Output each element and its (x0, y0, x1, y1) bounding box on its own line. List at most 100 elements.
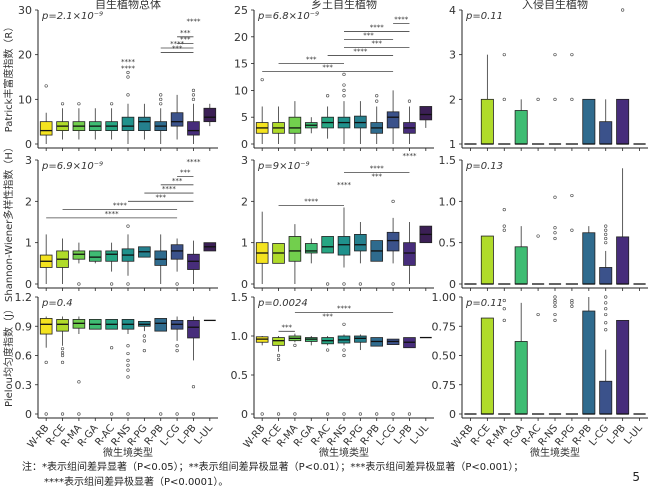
outlier-point (553, 231, 557, 235)
box-R-NS (121, 224, 135, 286)
outlier-point (553, 295, 557, 299)
box-body (187, 319, 200, 339)
box-R-AC (105, 319, 118, 416)
outlier-point (570, 298, 574, 303)
significance-label: *** (306, 56, 317, 64)
significance-label: *** (180, 36, 191, 44)
box-L-PB (616, 319, 630, 415)
outlier-point (536, 234, 540, 238)
box-body (288, 236, 302, 262)
box-R-GA (514, 99, 528, 145)
significance-bracket: *** (344, 40, 410, 48)
significance-label: **** (370, 164, 385, 172)
box-body (480, 235, 494, 285)
outlier-point (502, 97, 506, 101)
significance-bracket: *** (177, 169, 194, 177)
y-tick-label: 5 (241, 111, 248, 124)
panel-middle-right: 0 0.5 1.0 1.5 p=0.13 (439, 154, 648, 291)
box-R-PG (354, 222, 367, 286)
y-tick-label: 25 (234, 4, 248, 17)
box-R-GA (88, 250, 102, 264)
outlier-point (77, 380, 81, 384)
outlier-point (326, 412, 330, 416)
significance-label: *** (155, 193, 166, 201)
significance-bracket: **** (121, 65, 136, 73)
box-L-PB (616, 8, 630, 145)
outlier-point (570, 53, 574, 57)
significance-bracket: **** (186, 18, 201, 26)
y-tick-label: 0 (25, 278, 32, 291)
p-value-label: p=9×10⁻⁹ (257, 161, 309, 172)
significance-bracket: *** (371, 173, 382, 181)
significance-bracket: **** (62, 202, 178, 211)
outlier-point (60, 102, 65, 106)
box-R-CE (480, 235, 494, 285)
significance-label: **** (402, 152, 417, 160)
significance-label: **** (170, 40, 185, 48)
box-body (39, 121, 53, 136)
outlier-point (110, 412, 114, 416)
outlier-point (326, 348, 330, 352)
box-R-MA (498, 298, 511, 415)
outlier-point (358, 282, 362, 286)
significance-bracket: *** (344, 31, 394, 40)
x-axis-label: 微生境类型 (103, 446, 153, 459)
outlier-point (191, 88, 196, 92)
box-R-MA (72, 242, 86, 286)
x-tick-label: L-UL (409, 423, 432, 447)
box-W-RB (255, 78, 269, 144)
outlier-point (44, 412, 48, 416)
outlier-point (276, 412, 281, 416)
box-body (514, 110, 528, 145)
x-tick-label: L-CG (587, 423, 611, 448)
significance-label: **** (370, 23, 385, 31)
outlier-point (553, 97, 557, 101)
y-tick-label: 0 (25, 408, 32, 421)
outlier-point (276, 357, 281, 362)
box-R-NS (121, 319, 135, 416)
y-tick-label: 30 (18, 4, 32, 17)
box-L-UL (419, 225, 433, 244)
significance-label: **** (113, 202, 128, 210)
y-tick-label: 3 (241, 154, 248, 167)
y-axis-label: Patrick丰富度指数（R） (2, 22, 15, 133)
box-R-NS (121, 70, 135, 144)
box-body (288, 116, 302, 134)
box-R-CE (272, 243, 285, 264)
significance-label: *** (172, 44, 183, 52)
box-body (105, 250, 118, 262)
outlier-point (60, 347, 65, 351)
y-tick-label: 3 (449, 49, 456, 62)
significance-label: *** (172, 177, 183, 185)
box-L-PB (187, 240, 200, 284)
y-tick-label: 4 (449, 4, 456, 17)
box-body (582, 232, 596, 285)
outlier-point (142, 339, 146, 343)
significance-bracket: **** (160, 40, 194, 49)
outlier-point (77, 282, 81, 286)
box-W-RB (39, 234, 53, 284)
box-body (170, 244, 184, 260)
y-tick-label: 1 (241, 237, 248, 250)
outlier-point (110, 346, 114, 350)
box-body (354, 233, 367, 252)
x-axis-label: 微生境类型 (319, 446, 369, 459)
box-R-PG (565, 53, 578, 145)
y-tick-label: 0 (25, 138, 32, 151)
box-body (56, 319, 69, 332)
outlier-point (60, 412, 65, 416)
box-body (599, 380, 613, 415)
significance-bracket: **** (278, 197, 344, 206)
box-L-UL (419, 106, 433, 128)
significance-bracket: **** (393, 15, 410, 24)
y-tick-label: 1 (25, 237, 32, 250)
box-R-PB (370, 337, 384, 416)
p-value-label: p=0.11 (465, 11, 503, 22)
outlier-point (276, 353, 281, 358)
y-tick-label: 1 (449, 138, 456, 151)
outlier-point (126, 358, 130, 362)
box-R-PB (582, 297, 596, 415)
significance-label: **** (186, 18, 201, 26)
panel-title: 入侵自生植物 (522, 0, 588, 11)
